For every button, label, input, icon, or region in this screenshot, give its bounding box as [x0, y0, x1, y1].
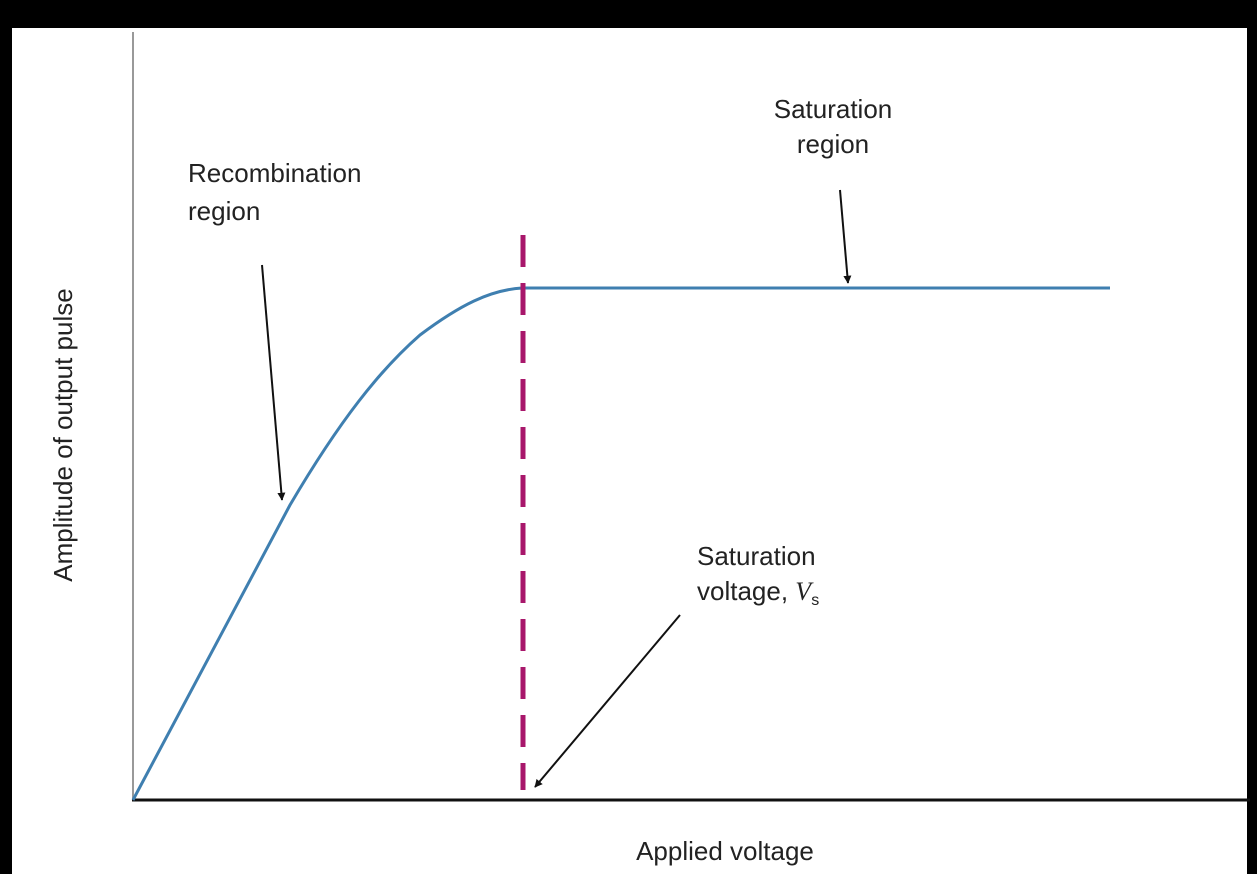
panel [12, 28, 1247, 874]
label: Saturation [774, 94, 893, 124]
label-text: voltage, [697, 576, 795, 606]
symbol: V [795, 577, 814, 606]
arrow [839, 189, 852, 284]
subscript: s [811, 592, 819, 609]
label: region [188, 196, 260, 226]
arrow [261, 264, 286, 501]
x-axis-label: Applied voltage [636, 836, 814, 866]
label: voltage, Vs [697, 576, 819, 609]
arrow [534, 614, 681, 788]
response-curve [131, 286, 1110, 801]
label: Recombination [188, 158, 361, 188]
label: Saturation [697, 541, 816, 571]
label: region [797, 129, 869, 159]
y-axis-label: Amplitude of output pulse [48, 288, 78, 581]
